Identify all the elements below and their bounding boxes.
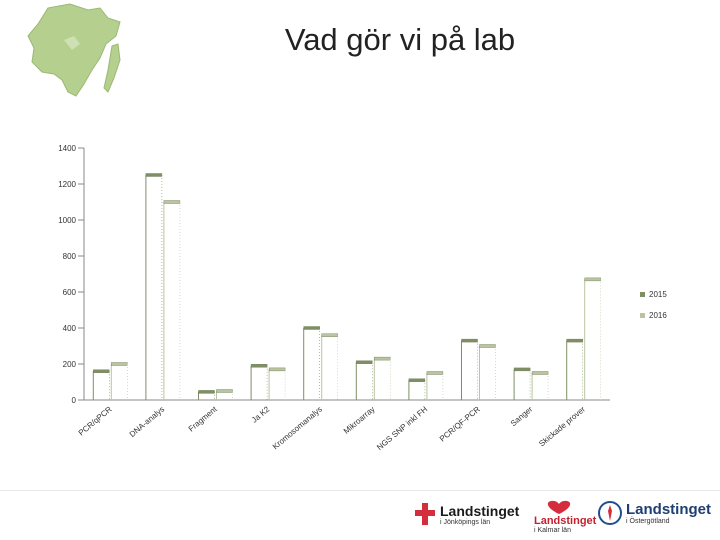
bar: [303, 326, 320, 330]
bar: [163, 200, 181, 204]
ostergotland-logo-name: Landstinget: [626, 501, 711, 518]
bar: [513, 367, 531, 372]
bar: [93, 369, 110, 373]
y-tick-label: 1000: [58, 216, 76, 225]
bar-chart: 0 200 400 600 800 1000 1200 1400 PCR/qPCR DNA-ana…: [58, 144, 610, 452]
bar: [111, 362, 128, 366]
y-tick-label: 0: [72, 396, 77, 405]
bar: [216, 389, 233, 393]
x-tick-label: Kromosomanalys: [271, 405, 324, 452]
bar: [250, 364, 268, 368]
chart-legend: 2015 2016: [640, 288, 667, 330]
x-tick-label: Ja K2: [250, 404, 272, 424]
ostergotland-emblem-icon: [598, 501, 622, 525]
x-tick-label: Fragment: [187, 404, 220, 433]
legend-label-2015: 2015: [649, 289, 667, 299]
bar: [461, 338, 478, 343]
x-tick-label: Skickade prover: [537, 404, 587, 448]
region-map-icon: [27, 3, 121, 97]
logo-ostergotland: Landstinget i Östergötland: [598, 499, 711, 527]
bar: [426, 371, 444, 375]
bar: [531, 371, 549, 375]
jonkoping-logo-sub: i Jönköpings län: [440, 518, 491, 526]
bar: [321, 333, 338, 337]
x-tick-label: Sanger: [509, 404, 535, 428]
kalmar-heart-icon: [547, 500, 571, 514]
page-title: Vad gör vi på lab: [284, 22, 516, 57]
y-tick-label: 800: [63, 252, 77, 261]
y-tick-label: 1400: [58, 144, 76, 153]
kalmar-logo-name: Landstinget: [534, 515, 597, 527]
bar: [374, 356, 391, 361]
bar: [479, 344, 496, 348]
bar: [198, 390, 215, 394]
kalmar-logo-sub: i Kalmar län: [534, 527, 571, 534]
footer-divider: [0, 490, 720, 491]
y-tick-label: 1200: [58, 180, 76, 189]
legend-swatch-2015: [640, 291, 645, 297]
logo-kalmar: Landstinget i Kalmar län: [534, 499, 596, 534]
x-tick-label: DNA-analys: [128, 405, 166, 439]
bar: [145, 173, 163, 177]
bar: [566, 338, 583, 343]
footer-logos: Landstinget i Jönköpings län Landstinget…: [410, 495, 720, 535]
jonkoping-cross-icon: [415, 503, 435, 525]
bar: [408, 378, 426, 382]
logo-jonkoping: Landstinget i Jönköpings län: [414, 501, 519, 527]
legend-item-2016: 2016: [640, 309, 667, 321]
legend-label-2016: 2016: [649, 310, 667, 320]
jonkoping-logo-name: Landstinget: [440, 502, 520, 519]
legend-item-2015: 2015: [640, 288, 667, 300]
bar: [268, 367, 286, 372]
ostergotland-logo-sub: i Östergötland: [626, 518, 670, 525]
bar: [584, 277, 601, 282]
x-tick-label: PCR/QF-PCR: [438, 404, 482, 443]
bar: [356, 360, 373, 364]
y-tick-label: 600: [63, 288, 77, 297]
x-tick-label: NGS SNP inkl FH: [375, 404, 429, 452]
y-tick-label: 200: [63, 360, 77, 369]
x-tick-label: PCR/qPCR: [77, 404, 114, 437]
legend-swatch-2016: [640, 312, 645, 318]
x-tick-label: Mikroarray: [342, 405, 377, 436]
y-tick-label: 400: [63, 324, 77, 333]
